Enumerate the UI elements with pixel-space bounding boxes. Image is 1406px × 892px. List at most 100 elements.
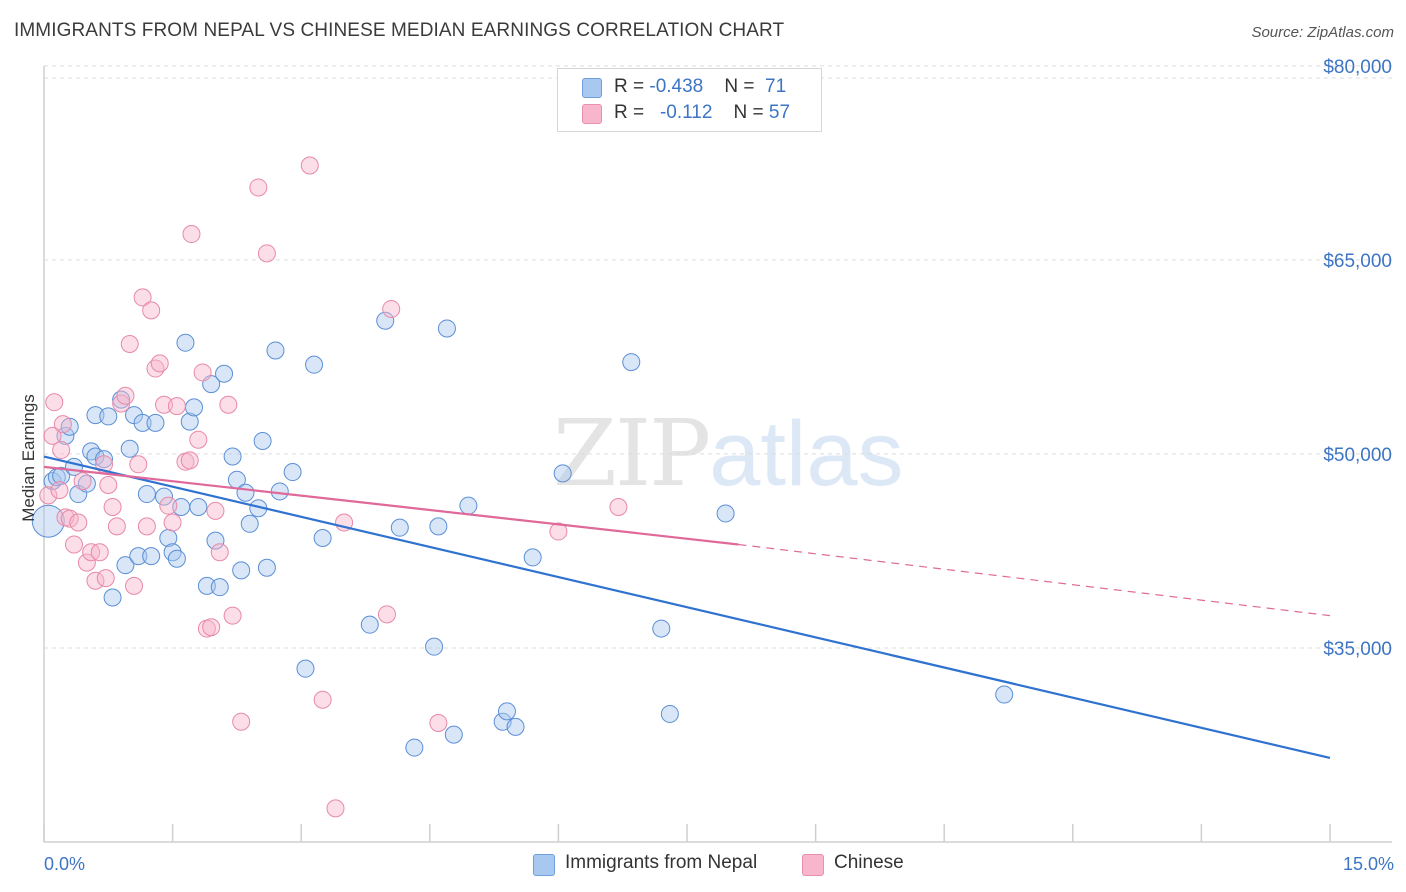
- point-nepal-70: [995, 685, 1014, 704]
- point-chinese-9: [69, 513, 88, 532]
- point-chinese-11: [77, 553, 96, 572]
- point-chinese-31: [159, 496, 178, 515]
- point-chinese-3: [50, 481, 69, 500]
- y-tick-label-3: $80,000: [1323, 57, 1392, 78]
- point-nepal-46: [266, 341, 285, 360]
- point-nepal-0: [31, 504, 65, 538]
- point-nepal-30: [180, 412, 199, 431]
- point-chinese-21: [116, 386, 135, 405]
- point-nepal-16: [116, 556, 135, 575]
- point-chinese-30: [155, 395, 174, 414]
- chart-title: IMMIGRANTS FROM NEPAL VS CHINESE MEDIAN …: [14, 20, 785, 41]
- point-chinese-43: [219, 395, 238, 414]
- point-nepal-69: [716, 504, 735, 523]
- point-chinese-42: [210, 543, 229, 562]
- point-nepal-55: [405, 738, 424, 757]
- source-attribution: Source: ZipAtlas.com: [1251, 24, 1394, 41]
- point-nepal-65: [553, 464, 572, 483]
- point-chinese-41: [206, 501, 225, 520]
- y-tick-label-2: $65,000: [1323, 251, 1392, 272]
- point-chinese-47: [257, 244, 276, 263]
- point-nepal-23: [146, 413, 165, 432]
- point-nepal-64: [523, 548, 542, 567]
- tick-labels: $35,000 $50,000 $65,000 $80,000 0.0% 15.0%: [44, 57, 1394, 874]
- legend-swatch-chinese: [582, 104, 602, 124]
- point-nepal-47: [270, 482, 289, 501]
- point-nepal-54: [390, 518, 409, 537]
- x-tick-label-0: 0.0%: [44, 854, 85, 874]
- point-chinese-1: [43, 426, 62, 445]
- point-nepal-48: [283, 463, 302, 482]
- point-chinese-45: [232, 712, 251, 731]
- point-chinese-54: [429, 713, 448, 732]
- point-chinese-55: [549, 522, 568, 541]
- data-points: [31, 156, 1014, 818]
- point-chinese-46: [249, 178, 268, 197]
- point-chinese-25: [133, 288, 152, 307]
- point-chinese-19: [107, 517, 126, 536]
- point-nepal-36: [210, 578, 229, 597]
- bottom-legend-swatch-chinese: [802, 854, 824, 876]
- axes: [43, 66, 1392, 843]
- bottom-legend-label-chinese: Chinese: [834, 852, 904, 873]
- point-nepal-12: [86, 406, 105, 425]
- legend-text-nepal: R = -0.438 N = 71: [614, 76, 786, 98]
- point-nepal-41: [236, 483, 255, 502]
- point-chinese-53: [382, 300, 401, 319]
- point-nepal-44: [253, 432, 272, 450]
- point-nepal-50: [305, 355, 324, 374]
- correlation-legend: R = -0.438 N = 71 R = -0.112 N = 57: [557, 68, 822, 132]
- point-nepal-32: [189, 497, 208, 516]
- trend-line-chinese: [43, 465, 739, 546]
- point-nepal-58: [437, 319, 456, 338]
- point-chinese-49: [313, 690, 332, 709]
- point-nepal-35: [206, 531, 225, 550]
- point-chinese-32: [163, 513, 182, 532]
- point-nepal-5: [60, 417, 79, 436]
- point-nepal-38: [223, 447, 242, 466]
- point-chinese-26: [137, 517, 156, 536]
- point-chinese-16: [96, 569, 115, 588]
- point-chinese-8: [65, 535, 84, 554]
- point-chinese-18: [103, 497, 122, 516]
- point-chinese-14: [90, 543, 109, 562]
- point-nepal-19: [129, 547, 148, 566]
- point-chinese-50: [326, 799, 345, 818]
- point-nepal-63: [506, 717, 525, 736]
- point-chinese-44: [223, 606, 242, 625]
- point-nepal-52: [360, 615, 379, 634]
- point-nepal-53: [376, 311, 395, 330]
- point-chinese-52: [377, 605, 396, 624]
- point-chinese-17: [99, 475, 118, 494]
- point-chinese-38: [193, 363, 212, 382]
- legend-text-chinese: R = -0.112 N = 57: [614, 102, 790, 124]
- point-nepal-49: [296, 659, 315, 678]
- legend-n-label: N =: [733, 102, 769, 123]
- trend-line-chinese-extension: [738, 543, 1331, 617]
- point-chinese-7: [60, 509, 79, 528]
- point-nepal-40: [232, 561, 251, 580]
- legend-r-label: R =: [614, 76, 650, 97]
- point-chinese-4: [52, 441, 71, 460]
- point-chinese-13: [86, 571, 105, 590]
- legend-n-value-chinese: 57: [768, 102, 791, 123]
- point-nepal-59: [444, 725, 463, 744]
- point-nepal-67: [652, 619, 671, 638]
- point-chinese-5: [53, 415, 72, 434]
- point-chinese-56: [609, 497, 628, 516]
- point-nepal-42: [240, 514, 259, 533]
- point-chinese-22: [120, 334, 139, 353]
- point-nepal-4: [56, 426, 75, 445]
- point-chinese-48: [300, 156, 319, 175]
- legend-n-label: N =: [724, 76, 760, 97]
- y-tick-label-0: $35,000: [1323, 639, 1392, 660]
- point-chinese-27: [142, 301, 161, 320]
- point-nepal-62: [497, 702, 516, 721]
- trend-line-nepal: [43, 455, 1331, 759]
- point-nepal-66: [622, 353, 641, 372]
- point-nepal-11: [95, 450, 114, 469]
- point-nepal-33: [197, 576, 216, 595]
- point-nepal-13: [99, 407, 118, 426]
- y-tick-label-1: $50,000: [1323, 445, 1392, 466]
